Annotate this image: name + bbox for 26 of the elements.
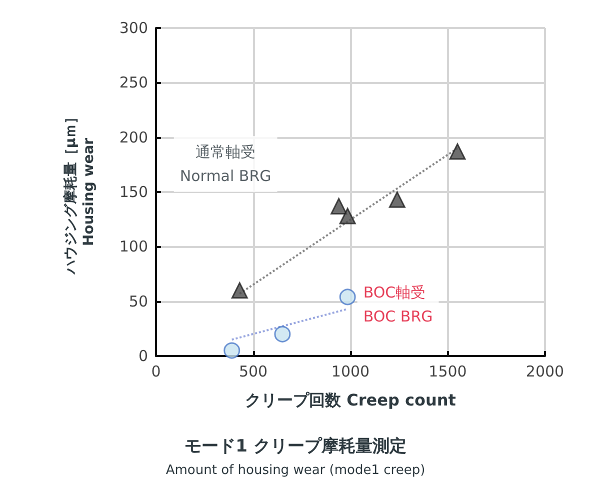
- series-label: BOC軸受 BOC BRG: [363, 284, 433, 326]
- x-axis-title: クリープ回数 Creep count: [245, 390, 456, 410]
- y-tick-label: 0: [138, 347, 148, 365]
- point: [330, 198, 348, 214]
- text: モード1 クリープ摩耗量測定: [184, 436, 406, 456]
- point: [224, 342, 240, 359]
- point: [339, 288, 356, 306]
- text: Amount of housing wear (mode1 creep): [166, 463, 426, 478]
- point: [449, 143, 466, 160]
- y-tick-label: 300: [119, 19, 148, 37]
- point: [274, 326, 291, 342]
- x-tick-label: 1500: [428, 362, 467, 380]
- x-tick-label: 0: [151, 362, 161, 380]
- point: [388, 191, 406, 208]
- y-axis-title: ハウジング摩耗量［μｍ］ Housing wear: [62, 110, 97, 276]
- text: 通常軸受 Normal BRG: [180, 142, 272, 185]
- y-tick-label: 200: [119, 128, 148, 146]
- y-tick-label: 50: [128, 292, 148, 310]
- point: [339, 208, 356, 224]
- x-tick-label: 1000: [331, 362, 370, 380]
- x-tick-label: 2000: [526, 362, 564, 380]
- x-tick-label: 500: [238, 362, 268, 380]
- point: [231, 282, 248, 299]
- y-tick-label: 100: [119, 238, 148, 256]
- y-tick-label: 150: [119, 183, 148, 201]
- y-tick-label: 250: [119, 74, 148, 92]
